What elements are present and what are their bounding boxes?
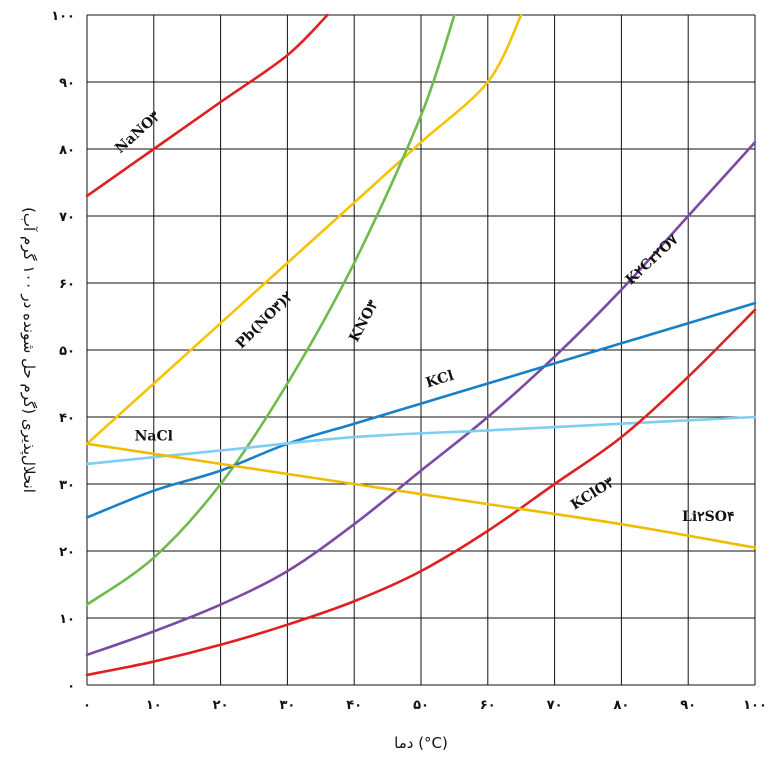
x-axis-title: دما (°C) bbox=[394, 734, 448, 752]
series-label-kcl: KCl bbox=[424, 368, 456, 392]
grid bbox=[86, 14, 756, 686]
x-tick-label-8: ۸۰ bbox=[613, 698, 629, 713]
series-line-k2cr2o7 bbox=[85, 141, 757, 657]
series-label-kclo3: KClO۳ bbox=[568, 474, 618, 513]
y-tick-label-4: ۴۰ bbox=[59, 411, 75, 426]
y-tick-label-8: ۸۰ bbox=[59, 143, 75, 158]
y-tick-labels: ۰ ۱۰ ۲۰ ۳۰ ۴۰ ۵۰ ۶۰ ۷۰ ۸۰ ۹۰ ۱۰۰ bbox=[51, 9, 75, 694]
series-line-li2so4 bbox=[85, 442, 757, 549]
x-tick-label-3: ۳۰ bbox=[279, 698, 295, 713]
series-label-k2cr2o7: K۲Cr۲O۷ bbox=[623, 231, 682, 288]
series-line-kcl bbox=[85, 301, 757, 519]
x-tick-label-10: ۱۰۰ bbox=[743, 698, 767, 713]
x-tick-label-4: ۴۰ bbox=[346, 698, 362, 713]
x-tick-label-6: ۶۰ bbox=[480, 698, 496, 713]
x-tick-label-7: ۷۰ bbox=[547, 698, 563, 713]
y-tick-label-2: ۲۰ bbox=[59, 545, 75, 560]
series-line-kno3 bbox=[85, 13, 456, 606]
y-tick-label-6: ۶۰ bbox=[59, 277, 75, 292]
x-tick-label-1: ۱۰ bbox=[146, 698, 162, 713]
x-tick-labels: ۰ ۱۰ ۲۰ ۳۰ ۴۰ ۵۰ ۶۰ ۷۰ ۸۰ ۹۰ ۱۰۰ bbox=[83, 698, 767, 713]
x-tick-label-5: ۵۰ bbox=[413, 698, 429, 713]
series-line-pbno32 bbox=[85, 13, 523, 446]
y-tick-label-3: ۳۰ bbox=[59, 478, 75, 493]
y-tick-label-0: ۰ bbox=[67, 679, 75, 694]
series-lines bbox=[85, 13, 757, 677]
y-tick-label-1: ۱۰ bbox=[59, 612, 75, 627]
y-tick-label-9: ۹۰ bbox=[59, 76, 75, 91]
y-tick-label-10: ۱۰۰ bbox=[51, 9, 75, 24]
series-line-kclo3 bbox=[85, 308, 757, 677]
y-tick-label-7: ۷۰ bbox=[59, 210, 75, 225]
series-label-kno3: KNO۳ bbox=[346, 297, 381, 344]
series-label-li2so4: Li۲SO۴ bbox=[682, 509, 735, 525]
series-line-nano3 bbox=[85, 13, 329, 198]
y-axis-title: انحلال‌پذیری (گرم حل شونده در ۱۰۰ گرم آب… bbox=[19, 207, 38, 493]
series-label-nacl: NaCl bbox=[135, 428, 173, 444]
x-tick-label-9: ۹۰ bbox=[680, 698, 696, 713]
x-tick-label-2: ۲۰ bbox=[213, 698, 229, 713]
y-tick-label-5: ۵۰ bbox=[59, 344, 75, 359]
x-tick-label-0: ۰ bbox=[83, 698, 91, 713]
